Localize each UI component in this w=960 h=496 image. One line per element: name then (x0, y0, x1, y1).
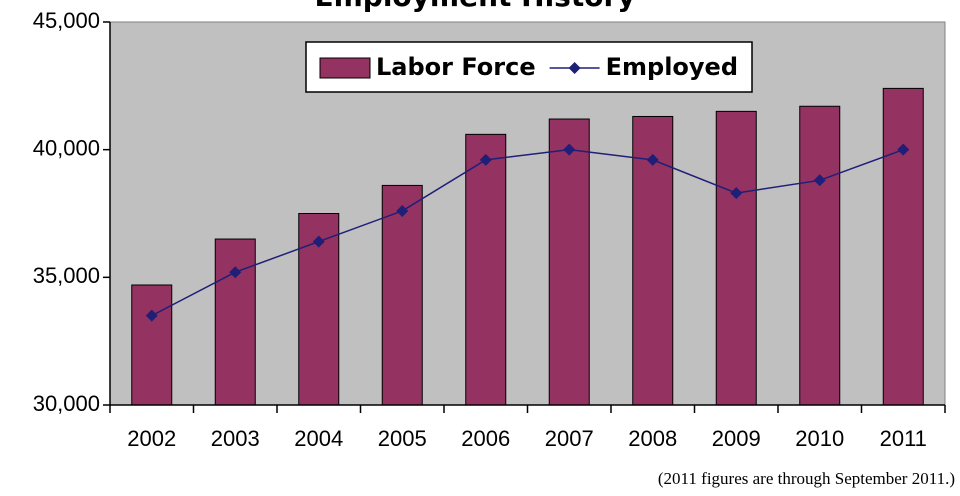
x-tick-label: 2011 (880, 426, 927, 451)
bar (131, 284, 173, 406)
x-tick-label: 2005 (378, 426, 427, 451)
marker (312, 235, 325, 248)
legend-box (305, 41, 753, 93)
marker (897, 143, 910, 156)
y-tick-label: 45,000 (33, 8, 100, 33)
line (151, 148, 904, 317)
marker (145, 309, 158, 322)
marker (229, 266, 242, 279)
x-tick-label: 2003 (211, 426, 260, 451)
x-tick-label: 2007 (545, 426, 594, 451)
legend-label: Employed (606, 53, 738, 81)
footnote: (2011 figures are through September 2011… (658, 469, 955, 488)
bar (882, 87, 924, 406)
y-tick-label: 40,000 (33, 135, 100, 160)
marker (730, 187, 743, 200)
legend-marker (568, 62, 581, 74)
y-tick-label: 30,000 (33, 391, 100, 416)
legend-label: Labor Force (376, 53, 536, 81)
bar (465, 133, 507, 406)
x-tick-label: 2004 (294, 426, 343, 451)
bar (214, 238, 256, 406)
marker (479, 153, 492, 166)
marker (396, 204, 409, 217)
marker (563, 143, 576, 156)
bar (548, 118, 590, 406)
marker (646, 153, 659, 166)
marker (813, 174, 826, 187)
x-tick-label: 2008 (628, 426, 677, 451)
bar (799, 105, 841, 406)
bar (381, 184, 423, 406)
chart-title: Employment History (314, 0, 635, 13)
x-tick-label: 2006 (461, 426, 510, 451)
x-tick-label: 2009 (712, 426, 761, 451)
legend-swatch (319, 57, 371, 79)
y-tick-label: 35,000 (33, 263, 100, 288)
x-tick-label: 2010 (795, 426, 844, 451)
x-tick-label: 2002 (127, 426, 176, 451)
bar (715, 110, 757, 406)
